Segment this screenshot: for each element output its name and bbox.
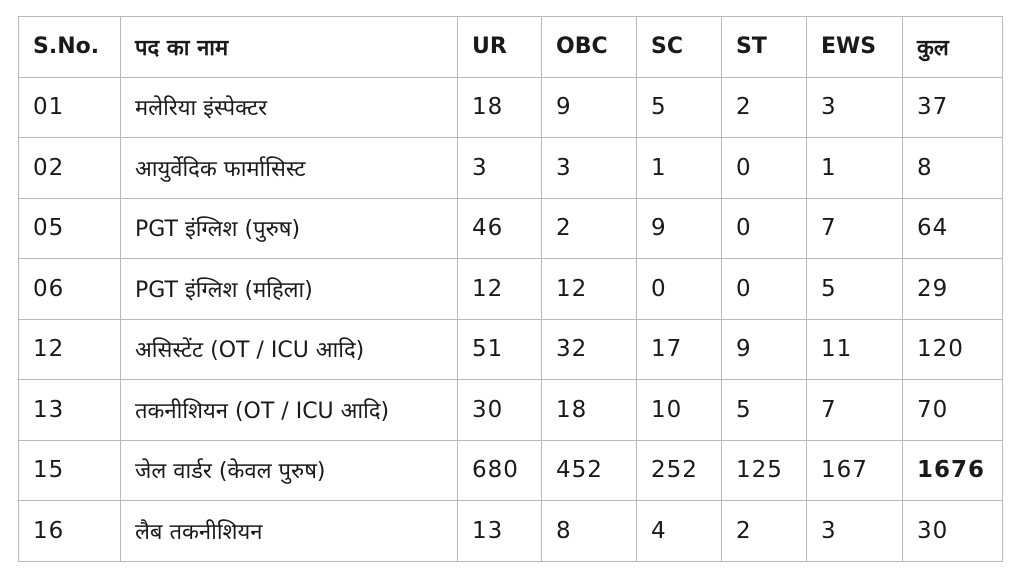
- cell-post-name: मलेरिया इंस्पेक्टर: [120, 76, 458, 138]
- cell-post-name: आयुर्वेदिक फार्मासिस्ट: [120, 137, 458, 199]
- cell-ur: 30: [457, 379, 542, 441]
- cell-obc: 452: [541, 439, 637, 501]
- header-st: ST: [721, 16, 807, 78]
- cell-post-name: PGT इंग्लिश (पुरुष): [120, 197, 458, 259]
- header-ur: UR: [457, 16, 542, 78]
- cell-ews: 1: [806, 137, 903, 199]
- cell-ur: 3: [457, 137, 542, 199]
- cell-total: 120: [902, 318, 1003, 380]
- table-row: 13 तकनीशियन (OT / ICU आदि) 30 18 10 5 7 …: [18, 379, 1003, 441]
- header-post-name: पद का नाम: [120, 16, 458, 78]
- table-row: 01 मलेरिया इंस्पेक्टर 18 9 5 2 3 37: [18, 76, 1003, 138]
- header-sc: SC: [636, 16, 722, 78]
- cell-post-name: जेल वार्डर (केवल पुरुष): [120, 439, 458, 501]
- cell-post-name: तकनीशियन (OT / ICU आदि): [120, 379, 458, 441]
- cell-post-name: लैब तकनीशियन: [120, 500, 458, 562]
- cell-sc: 10: [636, 379, 722, 441]
- cell-sc: 252: [636, 439, 722, 501]
- cell-ur: 680: [457, 439, 542, 501]
- cell-ur: 46: [457, 197, 542, 259]
- cell-obc: 9: [541, 76, 637, 138]
- cell-obc: 3: [541, 137, 637, 199]
- cell-sc: 4: [636, 500, 722, 562]
- cell-total: 70: [902, 379, 1003, 441]
- cell-total: 30: [902, 500, 1003, 562]
- header-row: S.No. पद का नाम UR OBC SC ST EWS कुल: [18, 16, 1003, 78]
- cell-obc: 32: [541, 318, 637, 380]
- header-total: कुल: [902, 16, 1003, 78]
- cell-total: 1676: [902, 439, 1003, 501]
- cell-st: 0: [721, 197, 807, 259]
- cell-sno: 16: [18, 500, 121, 562]
- cell-obc: 18: [541, 379, 637, 441]
- table-row: 05 PGT इंग्लिश (पुरुष) 46 2 9 0 7 64: [18, 197, 1003, 259]
- cell-sno: 02: [18, 137, 121, 199]
- cell-obc: 8: [541, 500, 637, 562]
- cell-ur: 12: [457, 258, 542, 320]
- cell-sno: 12: [18, 318, 121, 380]
- cell-total: 8: [902, 137, 1003, 199]
- cell-st: 2: [721, 500, 807, 562]
- header-ews: EWS: [806, 16, 903, 78]
- vacancy-table: S.No. पद का नाम UR OBC SC ST EWS कुल 01 …: [18, 16, 1003, 562]
- cell-ews: 167: [806, 439, 903, 501]
- cell-ews: 7: [806, 197, 903, 259]
- table-row: 06 PGT इंग्लिश (महिला) 12 12 0 0 5 29: [18, 258, 1003, 320]
- cell-obc: 12: [541, 258, 637, 320]
- header-obc: OBC: [541, 16, 637, 78]
- cell-sc: 17: [636, 318, 722, 380]
- cell-ews: 3: [806, 500, 903, 562]
- cell-obc: 2: [541, 197, 637, 259]
- cell-st: 125: [721, 439, 807, 501]
- cell-ews: 11: [806, 318, 903, 380]
- cell-total: 64: [902, 197, 1003, 259]
- cell-ur: 18: [457, 76, 542, 138]
- cell-sno: 05: [18, 197, 121, 259]
- cell-ur: 13: [457, 500, 542, 562]
- cell-sc: 0: [636, 258, 722, 320]
- cell-sno: 15: [18, 439, 121, 501]
- cell-ews: 5: [806, 258, 903, 320]
- cell-sc: 9: [636, 197, 722, 259]
- cell-total: 29: [902, 258, 1003, 320]
- cell-st: 0: [721, 137, 807, 199]
- cell-sc: 5: [636, 76, 722, 138]
- cell-st: 2: [721, 76, 807, 138]
- cell-ews: 3: [806, 76, 903, 138]
- cell-post-name: PGT इंग्लिश (महिला): [120, 258, 458, 320]
- cell-sno: 13: [18, 379, 121, 441]
- header-sno: S.No.: [18, 16, 121, 78]
- cell-st: 5: [721, 379, 807, 441]
- table-row: 12 असिस्टेंट (OT / ICU आदि) 51 32 17 9 1…: [18, 318, 1003, 380]
- cell-st: 9: [721, 318, 807, 380]
- cell-sno: 01: [18, 76, 121, 138]
- cell-sc: 1: [636, 137, 722, 199]
- cell-sno: 06: [18, 258, 121, 320]
- cell-st: 0: [721, 258, 807, 320]
- table-row: 15 जेल वार्डर (केवल पुरुष) 680 452 252 1…: [18, 439, 1003, 501]
- cell-total: 37: [902, 76, 1003, 138]
- table-row: 02 आयुर्वेदिक फार्मासिस्ट 3 3 1 0 1 8: [18, 137, 1003, 199]
- cell-ur: 51: [457, 318, 542, 380]
- cell-post-name: असिस्टेंट (OT / ICU आदि): [120, 318, 458, 380]
- table-row: 16 लैब तकनीशियन 13 8 4 2 3 30: [18, 500, 1003, 562]
- cell-ews: 7: [806, 379, 903, 441]
